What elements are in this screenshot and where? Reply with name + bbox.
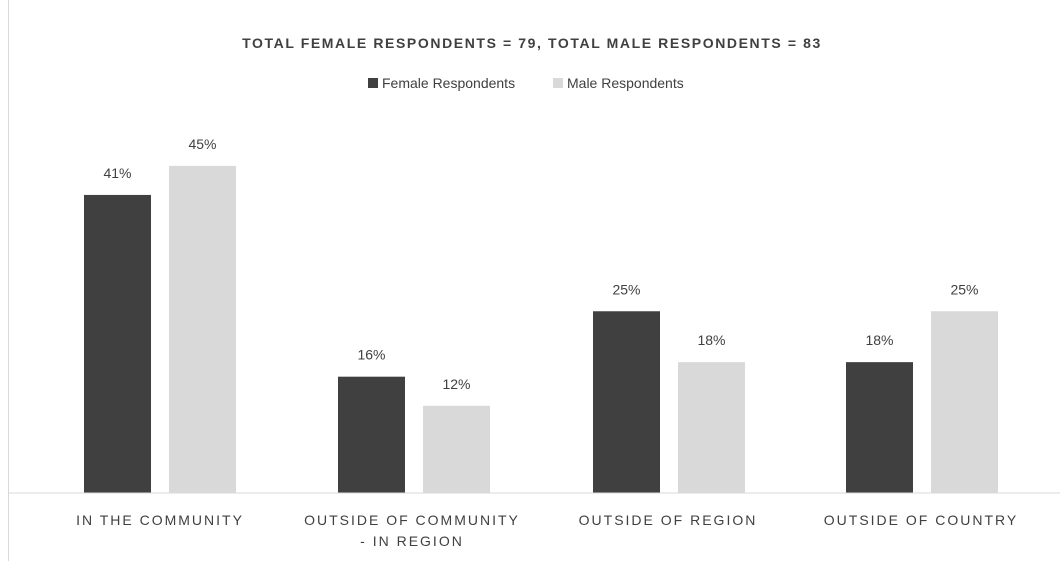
legend-swatch-2	[553, 78, 563, 88]
category-label-3: OUTSIDE OF REGION	[579, 512, 758, 528]
data-label-male-1: 45%	[188, 136, 216, 152]
bars	[84, 165, 998, 493]
bar-female-2	[338, 376, 405, 493]
legend-swatch-1	[368, 78, 378, 88]
data-label-female-3: 25%	[612, 281, 640, 297]
data-label-female-4: 18%	[865, 332, 893, 348]
bar-male-4	[931, 311, 998, 493]
data-label-male-4: 25%	[950, 281, 978, 297]
value-labels: 41% 45% 16% 12% 25% 18% 18% 25%	[103, 136, 978, 392]
category-labels: IN THE COMMUNITY OUTSIDE OF COMMUNITY - IN…	[76, 512, 1018, 549]
data-label-male-3: 18%	[697, 332, 725, 348]
bar-female-1	[84, 194, 151, 493]
bar-female-3	[593, 311, 660, 493]
bar-male-2	[423, 405, 490, 493]
chart-title: TOTAL FEMALE RESPONDENTS = 79, TOTAL MAL…	[242, 35, 822, 51]
legend-label-2: Male Respondents	[567, 75, 684, 91]
bar-female-4	[846, 362, 913, 493]
category-label-2-line-2: - IN REGION	[360, 533, 464, 549]
data-label-female-1: 41%	[103, 165, 131, 181]
category-label-4: OUTSIDE OF COUNTRY	[824, 512, 1018, 528]
bar-male-1	[169, 165, 236, 493]
legend: Female Respondents Male Respondents	[368, 75, 684, 91]
category-label-1: IN THE COMMUNITY	[76, 512, 244, 528]
data-label-female-2: 16%	[357, 347, 385, 363]
data-label-male-2: 12%	[442, 376, 470, 392]
legend-label-1: Female Respondents	[382, 75, 515, 91]
bar-male-3	[678, 362, 745, 493]
category-label-2-line-1: OUTSIDE OF COMMUNITY	[304, 512, 520, 528]
